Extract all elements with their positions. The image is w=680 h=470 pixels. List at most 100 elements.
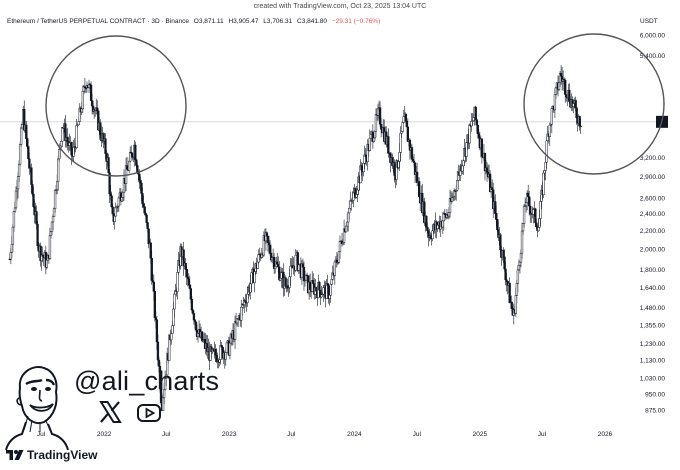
candle-body bbox=[338, 241, 342, 252]
candle-body bbox=[141, 193, 144, 205]
candle-body bbox=[544, 161, 547, 171]
candle-body bbox=[364, 154, 367, 157]
candle-body bbox=[548, 124, 551, 137]
candle-body bbox=[30, 167, 33, 185]
candle-body bbox=[196, 333, 200, 337]
candle-body bbox=[397, 161, 400, 168]
candle-body bbox=[14, 190, 18, 209]
candle-body bbox=[121, 191, 125, 198]
candle-body bbox=[494, 201, 497, 214]
candle-body bbox=[568, 89, 571, 102]
y-tick-label: 1,640.00 bbox=[640, 285, 666, 292]
candle-body bbox=[504, 268, 507, 281]
candle-body bbox=[401, 122, 404, 132]
candle-body bbox=[520, 230, 524, 254]
candle-body bbox=[475, 119, 478, 126]
x-tick-label: 2026 bbox=[598, 431, 613, 438]
candle-body bbox=[288, 276, 291, 289]
candle-body bbox=[233, 321, 237, 340]
candle-body bbox=[355, 194, 358, 198]
candle-body bbox=[308, 281, 312, 290]
candle-body bbox=[145, 214, 148, 223]
candle-body bbox=[485, 167, 489, 173]
candle-body bbox=[268, 244, 272, 254]
candle-body bbox=[462, 160, 465, 167]
candle-body bbox=[532, 209, 535, 215]
y-tick-label: 2,600.00 bbox=[640, 195, 666, 202]
y-tick-label: 2,900.00 bbox=[640, 174, 666, 181]
candle-body bbox=[349, 200, 352, 209]
candle-body bbox=[318, 282, 321, 291]
candle-body bbox=[192, 313, 196, 321]
candle-body bbox=[557, 82, 561, 90]
candle-body bbox=[48, 235, 52, 259]
candle-body bbox=[574, 100, 577, 108]
candle-body bbox=[60, 140, 63, 147]
candle-body bbox=[153, 291, 156, 319]
candle-body bbox=[96, 107, 99, 112]
candle-body bbox=[16, 176, 20, 190]
youtube-play-icon[interactable] bbox=[137, 403, 161, 423]
candle-body bbox=[426, 226, 429, 231]
candle-body bbox=[279, 277, 282, 281]
candle-body bbox=[147, 228, 150, 245]
candle-body bbox=[139, 179, 142, 184]
candle-body bbox=[80, 108, 83, 113]
candle-body bbox=[90, 100, 94, 107]
candle-body bbox=[267, 242, 271, 246]
candle-body bbox=[161, 397, 165, 411]
x-logo-icon[interactable] bbox=[98, 400, 122, 424]
candle-body bbox=[415, 171, 419, 183]
candle-body bbox=[253, 271, 256, 284]
candle-body bbox=[99, 122, 102, 135]
candle-body bbox=[376, 108, 380, 116]
candle-body bbox=[480, 138, 484, 157]
candle-body bbox=[15, 188, 19, 192]
candle-body bbox=[277, 264, 280, 268]
y-tick-label: 1,800.00 bbox=[640, 267, 666, 274]
candle-body bbox=[77, 121, 80, 125]
candle-body bbox=[138, 173, 141, 181]
candle-body bbox=[418, 181, 421, 197]
y-tick-label: 1,355.00 bbox=[640, 322, 666, 329]
candle-body bbox=[404, 113, 407, 122]
candle-body bbox=[170, 333, 173, 341]
candle-body bbox=[111, 206, 114, 215]
candle-body bbox=[387, 136, 390, 154]
candle-body bbox=[406, 126, 409, 142]
candle-body bbox=[32, 193, 35, 207]
ohlc-open: O3,871.11 bbox=[193, 18, 224, 25]
candle-body bbox=[503, 256, 506, 270]
candle-body bbox=[188, 284, 191, 289]
candle-body bbox=[190, 298, 194, 311]
candle-body bbox=[510, 301, 513, 309]
candle-body bbox=[537, 227, 540, 232]
candle-body bbox=[127, 160, 131, 171]
candle-body bbox=[53, 190, 57, 209]
candle-body bbox=[333, 261, 336, 276]
candle-body bbox=[70, 142, 73, 156]
candle-body bbox=[156, 341, 160, 361]
y-tick-label: 3,200.00 bbox=[640, 155, 666, 162]
candle-body bbox=[257, 253, 260, 263]
candle-body bbox=[514, 295, 517, 314]
candle-body bbox=[11, 226, 15, 245]
candle-body bbox=[185, 269, 188, 278]
y-tick-label: 875.00 bbox=[645, 408, 665, 415]
ohlc-close: C3,841.80 bbox=[297, 18, 328, 25]
candle-body bbox=[184, 263, 187, 270]
candle-body bbox=[505, 279, 508, 283]
candle-body bbox=[368, 137, 371, 152]
ohlc-high: H3,905.47 bbox=[228, 18, 259, 25]
y-tick-label: 1,230.00 bbox=[640, 341, 666, 348]
candle-body bbox=[189, 288, 192, 300]
candle-body bbox=[57, 158, 60, 182]
candle-body bbox=[412, 160, 416, 163]
tradingview-watermark[interactable]: TradingView bbox=[6, 448, 97, 462]
symbol-title[interactable]: Ethereum / TetherUS PERPETUAL CONTRACT ·… bbox=[7, 18, 189, 25]
candle-body bbox=[26, 138, 29, 147]
candle-body bbox=[187, 278, 190, 286]
tradingview-brand: TradingView bbox=[27, 448, 98, 462]
candle-body bbox=[328, 294, 331, 299]
